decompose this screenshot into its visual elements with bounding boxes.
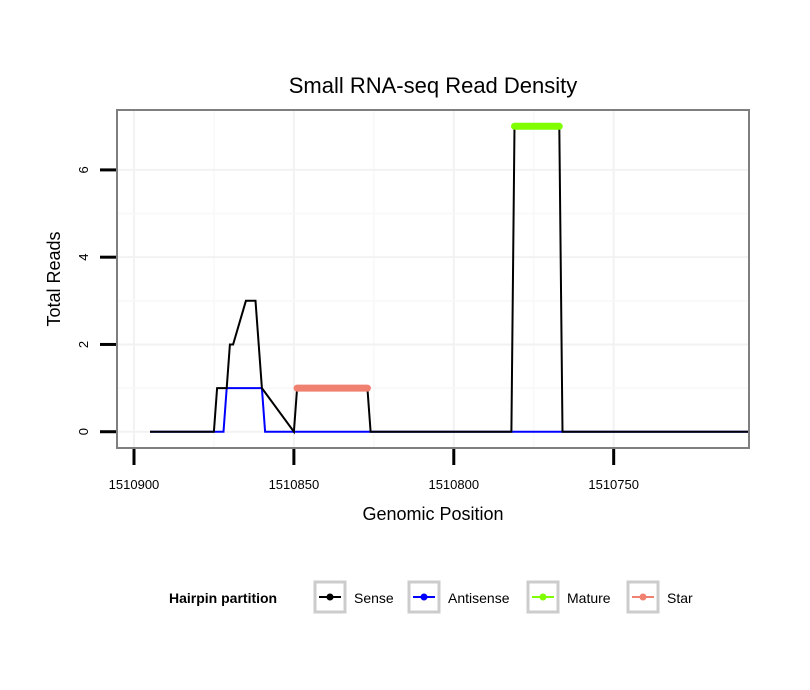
y-tick-label: 0 bbox=[76, 428, 91, 435]
axes: 1510900 1510850 1510800 1510750 0 2 4 6 bbox=[76, 166, 639, 492]
legend-key-box bbox=[313, 580, 347, 614]
legend-key-point bbox=[639, 593, 647, 601]
legend-key-point bbox=[420, 593, 428, 601]
legend-title: Hairpin partition bbox=[169, 590, 277, 606]
legend-item-mature: Mature bbox=[526, 580, 611, 614]
legend-key-point bbox=[539, 593, 547, 601]
x-tick-label: 1510800 bbox=[428, 477, 479, 492]
legend-label: Sense bbox=[354, 590, 394, 606]
y-tick-label: 6 bbox=[76, 166, 91, 173]
chart-title: Small RNA-seq Read Density bbox=[289, 73, 578, 98]
plot-panel-border bbox=[116, 109, 750, 449]
y-tick-label: 2 bbox=[76, 341, 91, 348]
x-tick-label: 1510900 bbox=[109, 477, 160, 492]
legend-item-sense: Sense bbox=[313, 580, 394, 614]
y-tick-label: 4 bbox=[76, 254, 91, 261]
legend-label: Mature bbox=[567, 590, 611, 606]
legend-item-star: Star bbox=[626, 580, 693, 614]
legend-label: Star bbox=[667, 590, 693, 606]
legend: Hairpin partition Sense Antisense Mature St… bbox=[169, 580, 693, 614]
plot-series bbox=[150, 122, 748, 435]
y-axis-title: Total Reads bbox=[44, 231, 64, 326]
legend-item-antisense: Antisense bbox=[407, 580, 510, 614]
series-line-sense bbox=[150, 125, 748, 435]
x-tick-label: 1510850 bbox=[269, 477, 320, 492]
x-tick-label: 1510750 bbox=[588, 477, 639, 492]
legend-key-point bbox=[326, 593, 334, 601]
x-axis-title: Genomic Position bbox=[362, 504, 503, 524]
legend-label: Antisense bbox=[448, 590, 510, 606]
